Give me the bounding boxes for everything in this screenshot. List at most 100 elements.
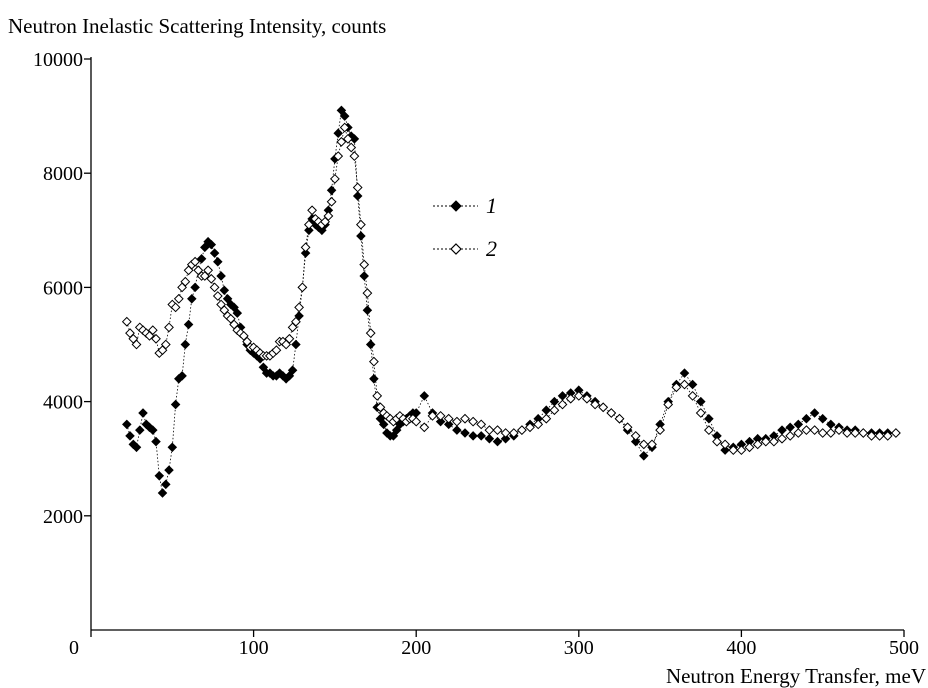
series-2-point [573, 390, 584, 401]
series-2-point [342, 133, 353, 144]
series-2-point [508, 428, 519, 438]
series-2-point [728, 445, 739, 456]
series-1-point [785, 422, 795, 433]
series-1-point [138, 408, 148, 418]
series-1-point [148, 425, 158, 435]
series-2-point [307, 205, 318, 216]
series-2-point [173, 293, 184, 304]
series-2-point [419, 422, 430, 433]
series-1-point [183, 319, 194, 330]
series-1-point [365, 339, 376, 350]
x-tick-label: 300 [564, 637, 594, 659]
series-2-point [468, 416, 479, 427]
series-2-point [359, 259, 370, 270]
series-2-line [126, 127, 897, 451]
series-1-point [206, 239, 217, 250]
series-1-point [287, 365, 298, 375]
series-2-point [303, 219, 314, 230]
series-2-point [614, 413, 625, 424]
series-2-point [346, 142, 357, 153]
series-1-point [378, 419, 389, 430]
series-1-point [157, 488, 168, 498]
series-2-point [147, 325, 158, 336]
series-2-point [190, 256, 201, 267]
series-2-point [323, 211, 334, 221]
y-axis-title: Neutron Inelastic Scattering Intensity, … [8, 14, 386, 38]
series-1-point [180, 339, 191, 350]
series-1-point [435, 416, 446, 427]
series-2-point [170, 302, 181, 313]
series-1-point [232, 308, 243, 318]
series-1-point [216, 271, 226, 281]
series-1-point [167, 442, 178, 453]
series-1-point [326, 185, 337, 196]
series-1-point [333, 128, 343, 138]
series-2-point [655, 425, 666, 436]
series-2-point [349, 151, 360, 162]
series-2-point [164, 322, 174, 333]
y-tick-label: 6000 [43, 277, 83, 299]
series-2-point [300, 242, 311, 253]
series-1-point [720, 445, 730, 455]
series-1-point [170, 399, 181, 410]
series-2-point [131, 339, 142, 350]
series-2-point [890, 428, 901, 438]
series-2-point [368, 356, 379, 367]
series-1-point [801, 413, 812, 424]
series-2-point [712, 436, 722, 447]
y-tick-label: 4000 [43, 392, 83, 414]
series-2-point [647, 439, 657, 450]
series-2-point [271, 345, 282, 356]
series-points [121, 105, 901, 498]
series-1-point [300, 248, 311, 258]
legend: 1 2 [433, 193, 497, 261]
series-2-point [622, 422, 633, 433]
legend-item-2: 2 [433, 236, 497, 261]
series-2-point [590, 399, 601, 410]
series-2-point [362, 288, 373, 299]
series-1-point [817, 413, 828, 424]
series-2-point [326, 196, 337, 207]
series-2-point [500, 428, 511, 438]
series-2-point [435, 410, 446, 421]
series-1-point [557, 391, 568, 401]
series-1-point [336, 105, 347, 116]
series-1-point [291, 339, 301, 350]
series-2-point [720, 439, 731, 450]
series-1-point [695, 396, 706, 407]
series-2-point [541, 413, 552, 424]
series-1-point [484, 433, 495, 444]
series-2-point [411, 416, 422, 427]
series-1-point [161, 479, 171, 490]
series-1-point [704, 413, 714, 424]
series-1-point [135, 425, 145, 435]
series-2-point [565, 393, 576, 404]
ticks: 100 200 300 400 500 2000 4000 6000 8000 10000 [33, 49, 919, 659]
series-2-point [525, 422, 535, 433]
series-1-point [213, 256, 223, 267]
series-1-point [630, 436, 641, 447]
series-2-point [294, 302, 305, 313]
series-2-point [842, 428, 853, 438]
series-2-point [630, 430, 641, 441]
series-2-point [290, 316, 301, 327]
series-2-point [557, 399, 568, 410]
series-2-point [297, 282, 308, 293]
legend-label-2: 2 [486, 236, 497, 261]
series-2-point [598, 402, 609, 413]
series-2-point [203, 265, 214, 276]
series-2-point [180, 276, 191, 287]
series-1-point [304, 225, 314, 236]
series-1-point [419, 391, 430, 401]
series-2-point [284, 333, 295, 344]
series-2-point [809, 425, 820, 436]
series-2-point [549, 405, 560, 416]
series-1-point [349, 134, 360, 144]
series-2-point [516, 425, 527, 436]
legend-label-1: 1 [486, 193, 497, 218]
series-1-point [362, 305, 373, 315]
series-1-point [793, 419, 804, 430]
series-2-point [801, 425, 812, 436]
series-2-point [777, 433, 788, 444]
series-2-point [687, 390, 698, 401]
